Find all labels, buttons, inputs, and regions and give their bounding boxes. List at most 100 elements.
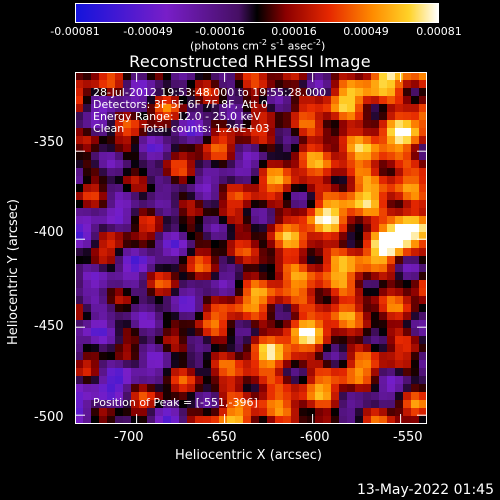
heatmap-cell [403,200,412,209]
heatmap-cell [91,152,100,161]
heatmap-cell [123,232,132,241]
heatmap-cell [147,248,156,257]
heatmap-cell [91,208,100,217]
heatmap-cell [91,288,100,297]
heatmap-cell [283,192,292,201]
heatmap-cell [267,296,276,305]
heatmap-cell [331,368,340,377]
heatmap-cell [251,264,260,273]
heatmap-cell [115,248,124,257]
x-tick-label: -600 [300,430,330,445]
heatmap-cell [363,136,372,145]
heatmap-cell [243,216,252,225]
heatmap-cell [227,72,236,81]
heatmap-cell [291,184,300,193]
heatmap-cell [211,160,220,169]
heatmap-cell [131,248,140,257]
heatmap-cell [227,144,236,153]
heatmap-cell [243,240,252,249]
heatmap-cell [355,336,364,345]
heatmap-cell [115,104,124,113]
heatmap-cell [227,176,236,185]
heatmap-cell [315,176,324,185]
heatmap-cell [195,288,204,297]
heatmap-cell [259,152,268,161]
heatmap-cell [339,224,348,233]
heatmap-cell [363,152,372,161]
heatmap-cell [331,336,340,345]
heatmap-cell [251,216,260,225]
heatmap-cell [203,288,212,297]
heatmap-cell [307,296,316,305]
heatmap-cell [307,368,316,377]
heatmap-cell [275,128,284,137]
heatmap-cell [323,320,332,329]
heatmap-cell [275,192,284,201]
heatmap-cell [283,280,292,289]
heatmap-cell [99,96,108,105]
heatmap-cell [91,264,100,273]
heatmap-cell [355,248,364,257]
heatmap-cell [115,232,124,241]
heatmap-cell [347,232,356,241]
heatmap-cell [363,328,372,337]
heatmap-cell [75,248,84,257]
heatmap-cell [139,128,148,137]
heatmap-cell [371,88,380,97]
heatmap-cell [259,192,268,201]
heatmap-cell [283,304,292,313]
heatmap-cell [91,368,100,377]
heatmap-cell [267,168,276,177]
heatmap-cell [131,160,140,169]
heatmap-cell [155,344,164,353]
heatmap-cell [395,200,404,209]
heatmap-cell [363,320,372,329]
heatmap-cell [107,392,116,401]
heatmap-cell [83,136,92,145]
heatmap-cell [195,352,204,361]
heatmap-cell [363,408,372,417]
heatmap-cell [339,288,348,297]
heatmap-cell [147,184,156,193]
heatmap-cell [371,120,380,129]
heatmap-cell [403,208,412,217]
heatmap-cell [139,280,148,289]
heatmap-cell [235,352,244,361]
heatmap-cell [339,416,348,424]
heatmap-cell [107,96,116,105]
heatmap-cell [131,128,140,137]
heatmap-cell [371,96,380,105]
heatmap-cell [75,288,84,297]
heatmap-cell [371,280,380,289]
colorbar-units: (photons cm-2 s-1 asec-2) [190,38,326,53]
heatmap-cell [115,176,124,185]
heatmap-cell [195,96,204,105]
heatmap-cell [227,272,236,281]
heatmap-cell [211,304,220,313]
heatmap-cell [347,168,356,177]
colorbar-tick-label: 0.00016 [271,25,317,38]
heatmap-cell [195,312,204,321]
heatmap-cell [115,368,124,377]
heatmap-cell [83,376,92,385]
heatmap-cell [379,296,388,305]
heatmap-cell [131,72,140,81]
heatmap-cell [187,224,196,233]
heatmap-cell [147,296,156,305]
heatmap-cell [179,320,188,329]
heatmap-cell [83,352,92,361]
heatmap-cell [411,376,420,385]
heatmap-cell [307,72,316,81]
heatmap-cell [203,240,212,249]
heatmap-cell [171,280,180,289]
heatmap-cell [219,336,228,345]
heatmap-cell [243,336,252,345]
heatmap-cell [211,144,220,153]
heatmap-cell [379,128,388,137]
heatmap-cell [419,368,427,377]
heatmap-cell [139,416,148,424]
heatmap-cell [155,104,164,113]
heatmap-cell [283,136,292,145]
heatmap-cell [379,168,388,177]
heatmap-cell [267,184,276,193]
